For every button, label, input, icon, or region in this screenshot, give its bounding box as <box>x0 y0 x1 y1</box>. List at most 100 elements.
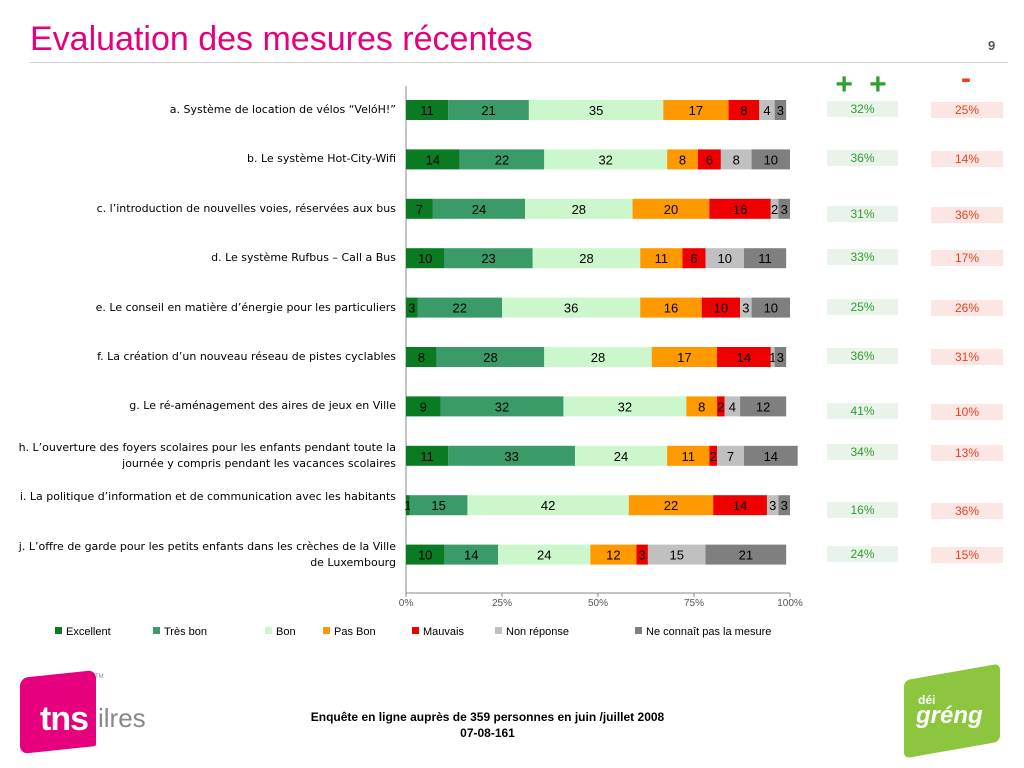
category-label: j. L’offre de garde pour les petits enfa… <box>18 539 396 569</box>
bar-value-label: 8 <box>740 103 747 118</box>
ilres-logo-text: ilres <box>98 703 146 733</box>
x-tick-label: 0% <box>399 598 414 609</box>
bar-value-label: 3 <box>777 103 784 118</box>
bar-segment <box>647 544 706 565</box>
bar-value-label: 20 <box>664 202 678 217</box>
bar-segment <box>717 445 744 466</box>
bar-segment <box>632 198 710 219</box>
bar-segment <box>467 495 629 516</box>
bar-segment <box>544 347 652 367</box>
bar-segment <box>406 445 449 466</box>
bar-value-label: 12 <box>756 399 770 414</box>
bar-segment <box>774 347 787 367</box>
minus-total-box: 13% <box>931 444 1003 461</box>
category-label: a. Système de location de vélos “VelóH!” <box>169 103 396 116</box>
category-label: h. L’ouverture des foyers scolaires pour… <box>18 440 396 470</box>
bar-segment <box>705 248 744 269</box>
bar-segment <box>432 198 526 219</box>
bar-segment <box>628 495 714 516</box>
bar-segment <box>528 100 664 120</box>
minus-total-box: 15% <box>931 546 1003 563</box>
bar-segment <box>459 149 545 170</box>
bar-segment <box>740 297 752 318</box>
bar-value-label: 8 <box>679 152 686 167</box>
legend-item: Excellent <box>55 626 111 638</box>
bar-value-label: 3 <box>408 301 415 316</box>
bar-value-label: 10 <box>418 251 432 266</box>
footer-line-2: 07-08-161 <box>460 726 515 740</box>
bar-segment <box>717 396 725 417</box>
bar-value-label: 22 <box>495 152 509 167</box>
bar-value-label: 10 <box>764 152 778 167</box>
greng-logo-text: gréng <box>916 702 983 729</box>
legend-swatch <box>265 627 272 634</box>
bar-value-label: 11 <box>681 449 695 464</box>
bar-value-label: 3 <box>781 202 788 217</box>
bar-value-label: 32 <box>618 399 632 414</box>
bar-segment <box>743 445 798 466</box>
plus-total-box: 32% <box>827 101 898 117</box>
plus-total-box: 24% <box>827 545 898 562</box>
bar-segment <box>502 297 641 318</box>
bar-segment <box>406 347 437 367</box>
footer-note: Enquête en ligne auprès de 359 personnes… <box>250 709 725 741</box>
bar-value-label: 8 <box>698 399 705 414</box>
bar-value-label: 1 <box>404 498 411 513</box>
bar-value-label: 24 <box>472 202 486 217</box>
bar-segment <box>640 248 683 269</box>
bar-value-label: 21 <box>481 103 495 118</box>
bar-value-label: 28 <box>483 350 497 365</box>
bar-value-label: 2 <box>710 449 717 464</box>
category-label: e. Le conseil en matière d’énergie pour … <box>95 300 396 314</box>
legend-swatch <box>153 627 160 634</box>
bar-segment <box>709 198 771 219</box>
bar-segment <box>724 396 741 417</box>
legend-item: Très bon <box>153 626 207 638</box>
tns-logo-text: tns <box>40 700 89 738</box>
legend-swatch <box>323 627 330 634</box>
bar-value-label: 32 <box>495 399 509 414</box>
legend-label: Excellent <box>66 626 111 638</box>
bar-segment <box>406 544 445 565</box>
plus-total-box: 36% <box>827 150 898 167</box>
bar-value-label: 24 <box>614 449 628 464</box>
bar-segment <box>406 100 449 120</box>
bar-segment <box>406 198 433 219</box>
bar-segment <box>525 198 633 219</box>
bar-segment <box>663 100 729 120</box>
plus-total-box: 36% <box>827 348 898 364</box>
x-tick-label: 75% <box>684 598 704 609</box>
bar-value-label: 11 <box>655 251 669 266</box>
bar-value-label: 2 <box>717 399 724 414</box>
dei-logo-text: déi <box>918 693 936 707</box>
bar-value-label: 3 <box>742 301 749 316</box>
bar-value-label: 35 <box>589 103 603 118</box>
plus-total-box: 25% <box>827 298 898 315</box>
bar-value-label: 28 <box>572 202 586 217</box>
bar-value-label: 16 <box>664 301 678 316</box>
bar-segment <box>406 495 410 516</box>
plus-total-box: 34% <box>827 443 898 460</box>
bar-value-label: 9 <box>420 399 427 414</box>
legend-label: Très bon <box>164 626 208 638</box>
bar-segment <box>563 396 687 417</box>
bar-value-label: 7 <box>727 449 734 464</box>
bar-segment <box>740 396 787 417</box>
bar-segment <box>498 544 591 565</box>
x-tick-label: 100% <box>777 598 803 609</box>
bar-value-label: 14 <box>737 350 751 365</box>
bar-value-label: 21 <box>739 548 753 563</box>
bar-segment <box>409 495 468 516</box>
bar-segment <box>697 149 721 170</box>
bar-value-label: 3 <box>639 548 646 563</box>
bar-segment <box>640 297 702 318</box>
bar-value-label: 11 <box>420 103 434 118</box>
category-label: c. l’introduction de nouvelles voies, ré… <box>96 201 396 215</box>
minus-total-box: 36% <box>931 206 1003 223</box>
category-label: b. Le système Hot-City-Wifi <box>247 152 396 166</box>
category-label: d. Le système Rufbus – Call a Bus <box>211 251 396 265</box>
bar-value-label: 22 <box>453 301 467 316</box>
bar-value-label: 10 <box>714 301 728 316</box>
bar-value-label: 2 <box>771 202 778 217</box>
bar-value-label: 1 <box>769 350 776 365</box>
